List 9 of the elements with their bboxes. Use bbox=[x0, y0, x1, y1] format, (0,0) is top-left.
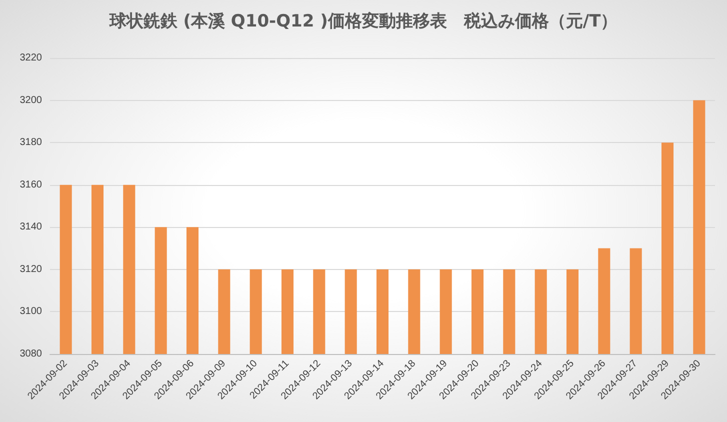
y-tick-label: 3120 bbox=[20, 264, 42, 275]
y-tick-label: 3180 bbox=[20, 137, 42, 148]
chart-title: 球状銑鉄 (本溪 Q10-Q12 )価格変動推移表 税込み価格（元/T） bbox=[108, 12, 618, 32]
y-tick-label: 3080 bbox=[20, 348, 42, 360]
y-tick-label: 3160 bbox=[20, 179, 42, 190]
y-tick-label: 3140 bbox=[20, 222, 42, 233]
y-tick-label: 3200 bbox=[20, 94, 42, 106]
y-tick-label: 3100 bbox=[20, 306, 42, 318]
y-tick-label: 3220 bbox=[20, 52, 42, 64]
